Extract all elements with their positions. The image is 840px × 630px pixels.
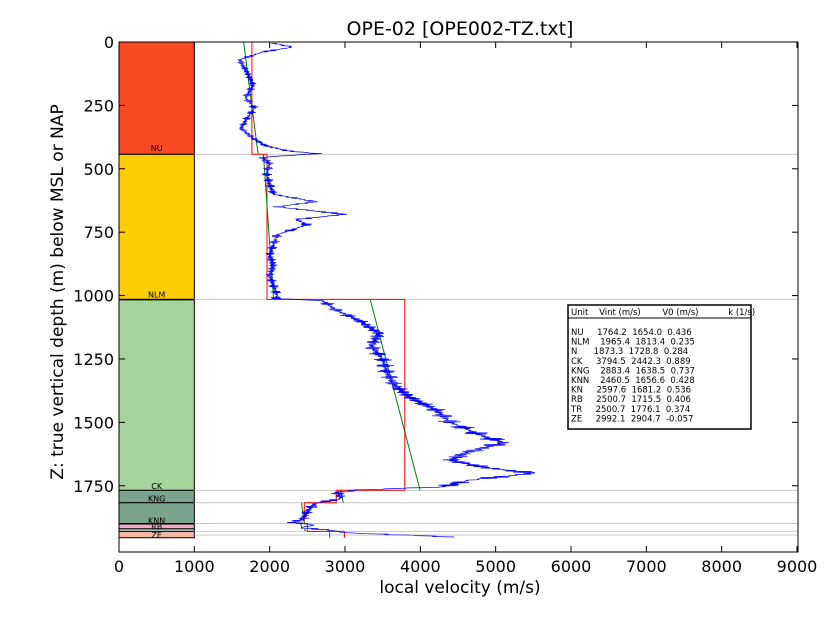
- velocity-table-row: ZE 2992.1 2904.7 -0.057: [571, 414, 693, 424]
- y-tick-label: 1750: [73, 477, 114, 496]
- x-tick-label: 5000: [475, 557, 516, 576]
- velocity-table-row: RB 2500.7 1715.5 0.406: [571, 395, 691, 405]
- unit-band-nu: [118, 41, 195, 155]
- y-tick-label: 1250: [73, 350, 114, 369]
- unit-band-ck: [118, 299, 195, 491]
- x-tick-label: 7000: [626, 557, 667, 576]
- x-tick-label: 4000: [400, 557, 441, 576]
- x-tick-label: 3000: [325, 557, 366, 576]
- data-series: [237, 41, 536, 538]
- velocity-table-row: TR 2500.7 1776.1 0.374: [570, 405, 690, 415]
- velocity-table-row: NU 1764.2 1654.0 0.436: [571, 328, 692, 338]
- y-axis-label: Z: true vertical depth (m) below MSL or …: [48, 104, 68, 479]
- velocity-table-row: CK 3794.5 2442.3 0.889: [571, 357, 691, 367]
- x-axis-label: local velocity (m/s): [379, 578, 540, 598]
- y-tick-label: 750: [83, 223, 114, 242]
- unit-label-knn: KNN: [148, 517, 165, 526]
- velocity-table-row: KNN 2460.5 1656.6 0.428: [571, 376, 695, 386]
- x-tick-label: 8000: [701, 557, 742, 576]
- y-tick-label: 1500: [73, 413, 114, 432]
- trend-line-segment: [304, 528, 306, 532]
- velocity-table-row: KN 2597.6 1681.2 0.536: [571, 386, 691, 396]
- velocity-table-row: NLM 1965.4 1813.4 0.235: [571, 338, 695, 348]
- x-tick-label: 1000: [174, 557, 215, 576]
- y-tick-label: 500: [83, 160, 114, 179]
- x-tick-label: 9000: [777, 557, 818, 576]
- y-tick-label: 0: [104, 33, 114, 52]
- local-velocity-line: [237, 42, 536, 538]
- unit-label-rb: RB: [151, 522, 162, 531]
- trend-line-segment: [369, 299, 421, 491]
- trend-line-segment: [243, 41, 259, 155]
- unit-label-kng: KNG: [148, 494, 165, 503]
- velocity-table-header: Unit Vint (m/s) V0 (m/s) k (1/s): [571, 308, 755, 318]
- unit-label-ze: ZE: [151, 531, 162, 540]
- axis-ticks: 0 1000 2000 3000 4000 5000 6000 7000 8000 9000 0 25…: [73, 33, 817, 576]
- velocity-table-row: KNG 2883.4 1638.5 0.737: [571, 366, 695, 376]
- x-tick-label: 2000: [249, 557, 290, 576]
- unit-label-nu: NU: [151, 144, 163, 153]
- unit-band-nlm: [118, 153, 195, 300]
- y-tick-label: 1000: [73, 287, 114, 306]
- x-tick-label: 0: [114, 557, 124, 576]
- unit-label-ck: CK: [151, 482, 163, 491]
- plot-frame: [118, 41, 799, 553]
- velocity-table-box: [567, 304, 752, 430]
- unit-label-nlm: NLM: [148, 291, 165, 300]
- x-tick-label: 6000: [551, 557, 592, 576]
- velocity-table: Unit Vint (m/s) V0 (m/s) k (1/s) NU 1764.…: [567, 304, 755, 430]
- velocity-table-row: N 1873.3 1728.8 0.284: [571, 347, 688, 357]
- chart-title: OPE-02 [OPE002-TZ.txt]: [347, 18, 574, 40]
- y-tick-label: 250: [83, 96, 114, 115]
